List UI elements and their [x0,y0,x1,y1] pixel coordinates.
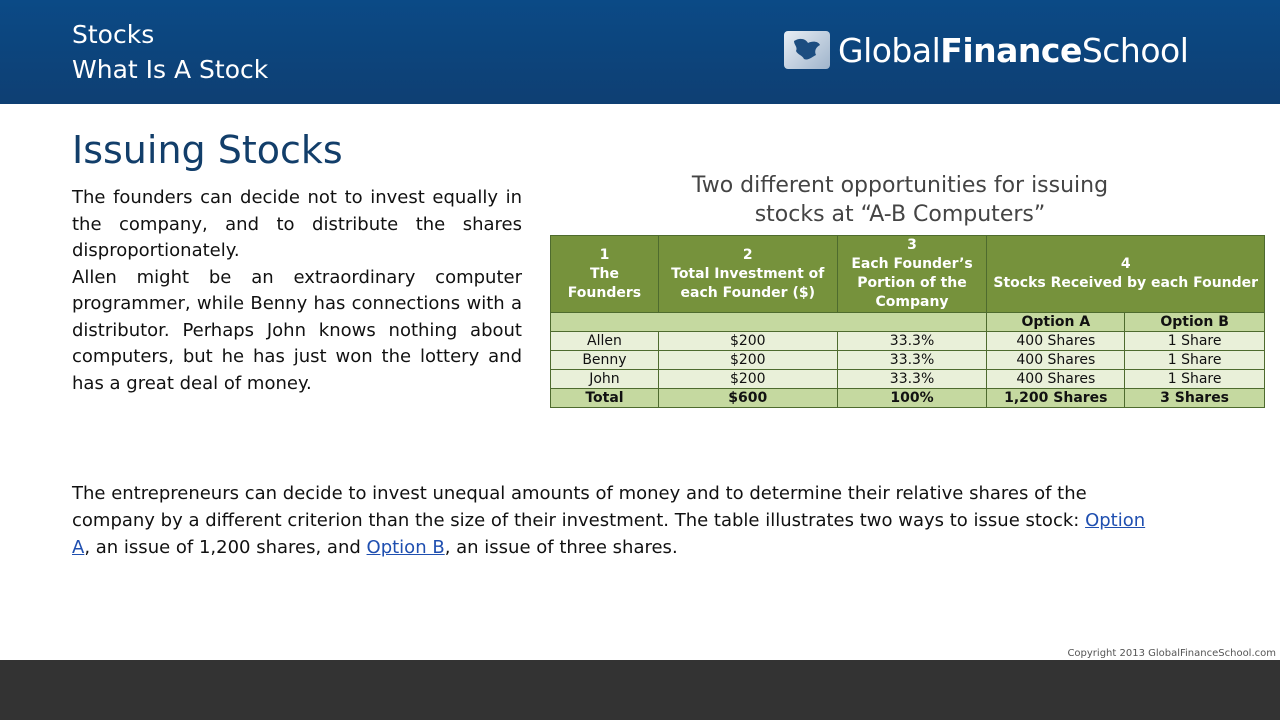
intro-paragraph-1: The founders can decide not to invest eq… [72,187,522,261]
table-header-row: 1 The Founders 2 Total Investment of each … [550,235,1265,313]
header-founders: 1 The Founders [550,235,659,313]
header-investment: 2 Total Investment of each Founder ($) [657,235,838,313]
subheader-empty [549,312,988,332]
subsection-title: What Is A Stock [72,55,269,84]
table-cell: John [550,369,659,389]
logo-text-school: School [1081,30,1189,70]
header-stocks-received: 4 Stocks Received by each Founder [986,235,1265,313]
section-title: Stocks [72,20,155,49]
table-title-line-2: stocks at “A-B Computers” [754,202,1046,227]
table-cell: 33.3% [836,350,988,370]
table-cell: Benny [550,350,659,370]
table-cell: 400 Shares [986,331,1126,351]
subheader-option-b: Option B [1124,312,1265,332]
logo: GlobalFinanceSchool [784,30,1189,70]
header-portion: 3 Each Founder’s Portion of the Company [836,235,988,313]
intro-paragraph-2: Allen might be an extraordinary computer… [72,266,522,394]
option-a-link[interactable]: Option A [72,510,1146,558]
stock-options-table: 1 The Founders 2 Total Investment of each … [549,235,1265,408]
table-row: Allen $200 33.3% 400 Shares 1 Share [550,331,1265,351]
table-cell: 1 Share [1124,350,1265,370]
copyright: Copyright 2013 GlobalFinanceSchool.com [1067,648,1276,659]
total-cell: 3 Shares [1124,388,1265,408]
footer-bar [0,660,1280,720]
logo-text: GlobalFinanceSchool [838,30,1189,70]
table-cell: 33.3% [836,331,988,351]
table-cell: Allen [550,331,659,351]
table-cell: 400 Shares [986,350,1126,370]
table-subheader-row: Option A Option B [549,312,1265,332]
table-title: Two different opportunities for issuing s… [550,171,1250,229]
table-row: John $200 33.3% 400 Shares 1 Share [550,369,1265,389]
total-cell: $600 [657,388,838,408]
table-title-line-1: Two different opportunities for issuing [691,173,1109,198]
table-cell: $200 [657,350,838,370]
subheader-option-a: Option A [986,312,1126,332]
summary-text: The entrepreneurs can decide to invest u… [72,480,1152,561]
table-total-row: Total $600 100% 1,200 Shares 3 Shares [550,388,1265,408]
logo-text-global: Global [838,30,941,70]
table-cell: 1 Share [1124,369,1265,389]
header-banner: Stocks What Is A Stock GlobalFinanceScho… [0,0,1280,104]
summary-text-part-1: The entrepreneurs can decide to invest u… [72,483,1087,531]
table-cell: 33.3% [836,369,988,389]
total-cell: Total [550,388,659,408]
globe-icon [784,31,830,69]
table-cell: 400 Shares [986,369,1126,389]
intro-text: The founders can decide not to invest eq… [72,185,522,397]
logo-text-finance: Finance [940,30,1082,70]
table-cell: $200 [657,331,838,351]
table-cell: 1 Share [1124,331,1265,351]
summary-text-part-3: , an issue of three shares. [444,537,678,558]
summary-text-part-2: , an issue of 1,200 shares, and [84,537,367,558]
option-b-link[interactable]: Option B [366,537,445,558]
table-cell: $200 [657,369,838,389]
page-title: Issuing Stocks [72,128,343,172]
table-row: Benny $200 33.3% 400 Shares 1 Share [550,350,1265,370]
total-cell: 100% [836,388,988,408]
total-cell: 1,200 Shares [986,388,1126,408]
